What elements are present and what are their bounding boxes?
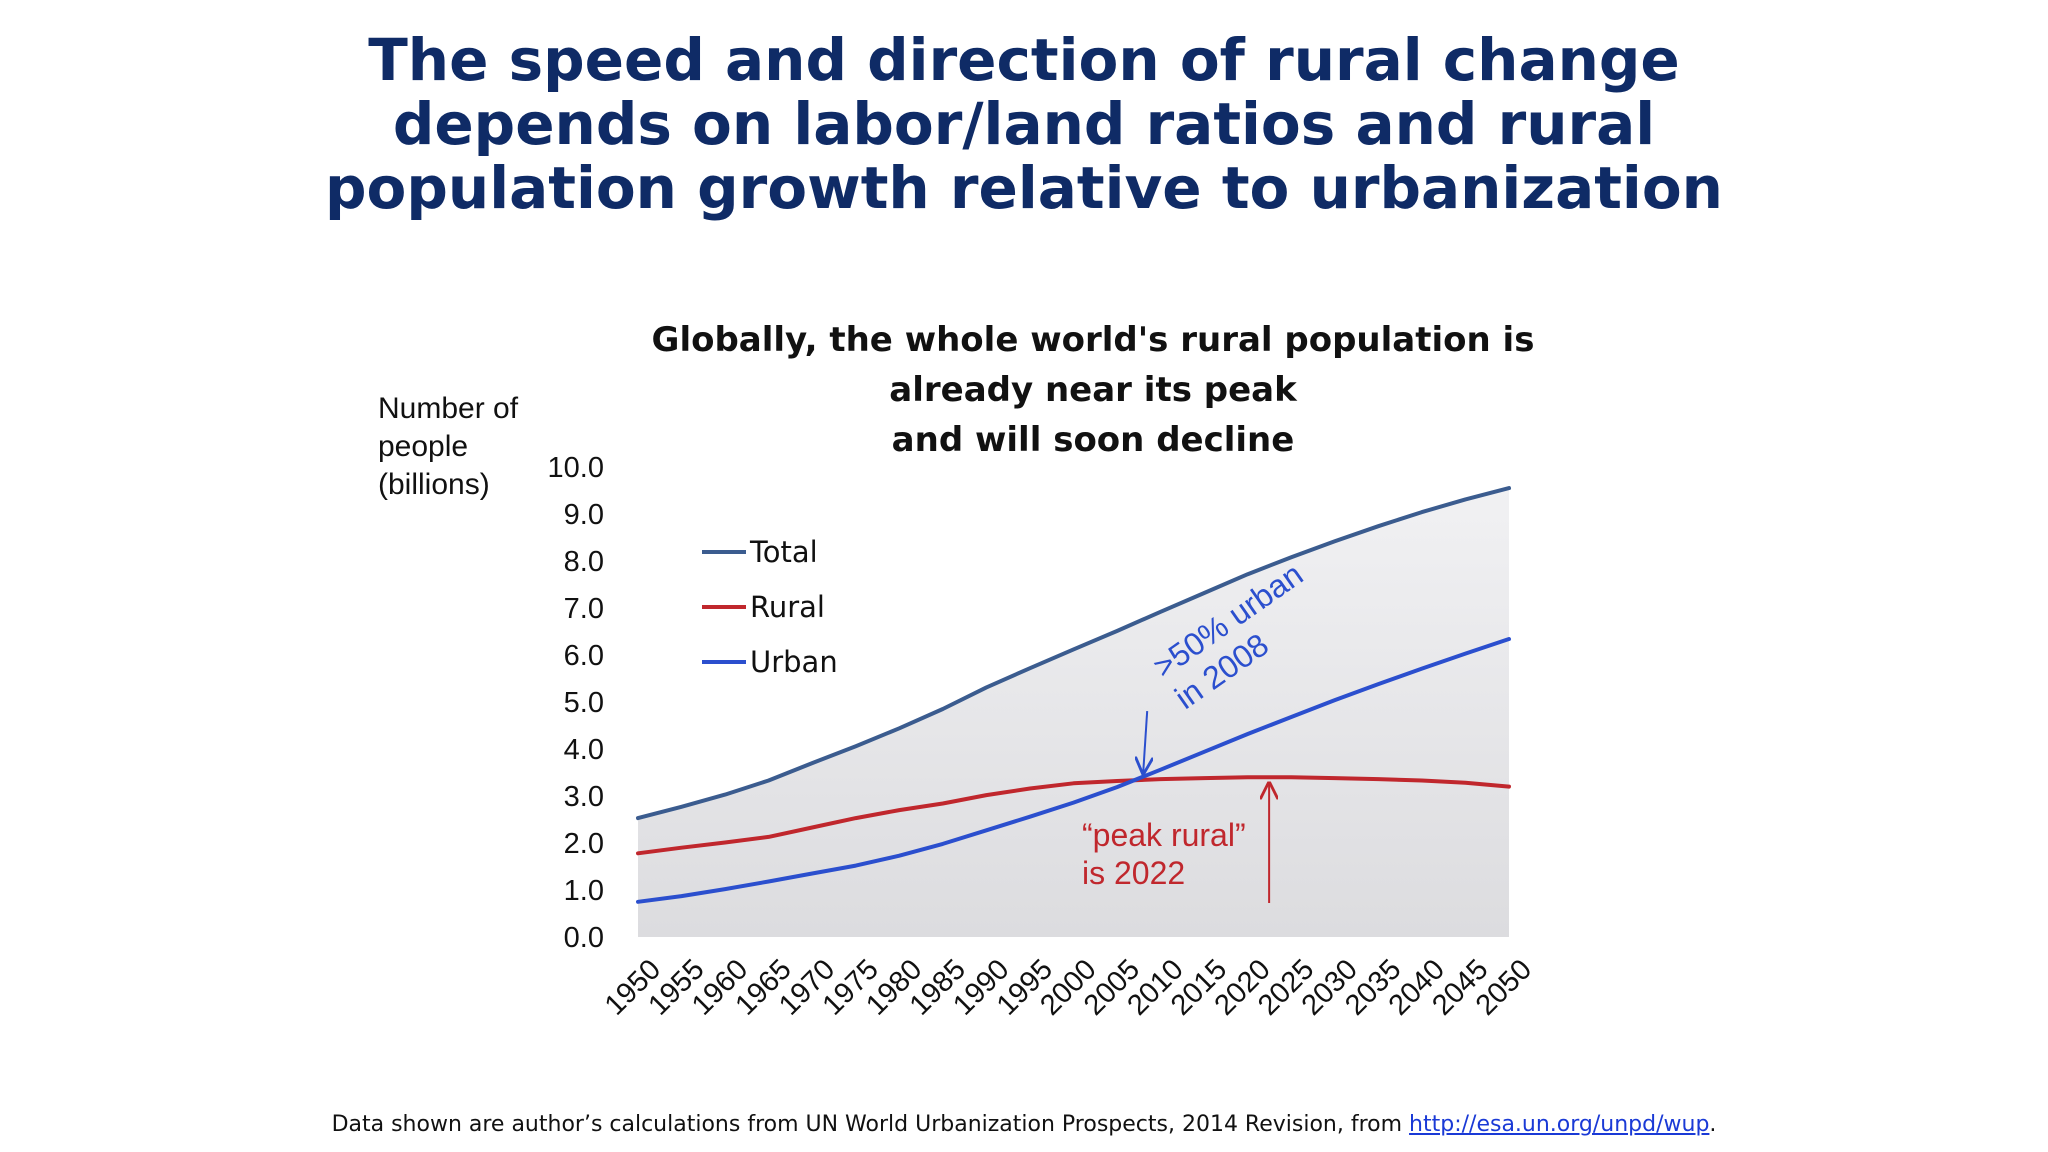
y-tick-label: 9.0 [564, 499, 604, 531]
x-tick-labels: 1950195519601965197019751980198519901995… [599, 953, 1538, 1021]
legend-label: Urban [750, 645, 838, 679]
urban-majority-arrow [1143, 711, 1147, 773]
source-end: . [1709, 1112, 1717, 1137]
annotation-line: “peak rural” [1082, 817, 1246, 853]
annotation-line: is 2022 [1082, 855, 1185, 891]
y-axis-label-line: (billions) [378, 468, 490, 501]
series-line-rural [636, 775, 1511, 856]
legend: Total Rural Urban [702, 535, 838, 679]
y-tick-label: 3.0 [564, 781, 604, 813]
chart-title-line: already near its peak [889, 370, 1298, 410]
series-line-urban [636, 637, 1511, 904]
source-footer: Data shown are author’s calculations fro… [0, 1112, 2048, 1137]
y-tick-label: 4.0 [564, 734, 604, 766]
slide-title-line: depends on labor/land ratios and rural [392, 90, 1656, 158]
y-tick-label: 8.0 [564, 546, 604, 578]
total-area-fill [638, 488, 1509, 937]
y-axis-label: Number of people (billions) [378, 392, 519, 501]
y-tick-label: 5.0 [564, 687, 604, 719]
y-tick-label: 10.0 [548, 452, 604, 484]
slide-title-line: The speed and direction of rural change [368, 26, 1680, 94]
series-line-total [636, 486, 1511, 821]
source-link[interactable]: http://esa.un.org/unpd/wup [1409, 1112, 1710, 1137]
series-lines [636, 486, 1511, 904]
y-axis-label-line: people [378, 430, 468, 463]
y-tick-label: 6.0 [564, 640, 604, 672]
peak-rural-annotation: “peak rural”is 2022 [1082, 817, 1246, 891]
plot-area [638, 488, 1509, 937]
y-tick-labels: 0.0 1.0 2.0 3.0 4.0 5.0 6.0 7.0 8.0 9.0 10.0 [548, 452, 604, 954]
slide-title-line: population growth relative to urbanizati… [325, 154, 1723, 222]
y-axis-label-line: Number of [378, 392, 519, 425]
y-tick-label: 2.0 [564, 828, 604, 860]
source-text: Data shown are author’s calculations fro… [331, 1112, 1410, 1137]
legend-label: Rural [750, 590, 825, 624]
slide-title: The speed and direction of rural change … [100, 28, 1948, 220]
chart-title-line: and will soon decline [892, 420, 1295, 460]
y-tick-label: 7.0 [564, 593, 604, 625]
chart-title-line: Globally, the whole world's rural popula… [652, 320, 1535, 360]
chart-title: Globally, the whole world's rural popula… [652, 320, 1535, 460]
y-tick-label: 0.0 [564, 922, 604, 954]
y-tick-label: 1.0 [564, 875, 604, 907]
legend-label: Total [749, 535, 818, 569]
